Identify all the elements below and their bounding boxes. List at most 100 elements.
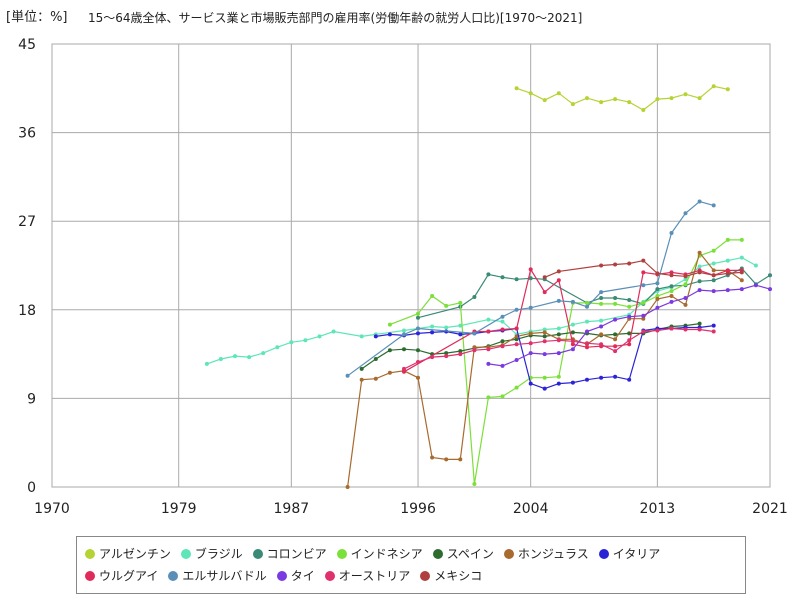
legend-marker: [85, 549, 95, 559]
data-point: [500, 275, 505, 280]
data-point: [359, 334, 364, 339]
legend-item: ウルグアイ: [85, 567, 158, 584]
legend-label: ウルグアイ: [99, 569, 159, 583]
legend-label: スペイン: [446, 547, 494, 561]
data-point: [683, 211, 688, 216]
data-point: [711, 278, 716, 283]
data-point: [345, 373, 350, 378]
data-point: [458, 352, 463, 357]
data-point: [472, 295, 477, 299]
series-1: [514, 84, 730, 112]
legend-item: スペイン: [432, 545, 494, 562]
data-point: [585, 341, 589, 346]
data-point: [655, 287, 660, 292]
data-point: [402, 366, 406, 371]
data-point: [556, 381, 561, 386]
data-point: [472, 331, 477, 336]
data-point: [373, 357, 378, 361]
data-point: [683, 302, 688, 307]
legend-marker: [598, 549, 609, 559]
data-point: [570, 339, 575, 344]
data-point: [556, 91, 561, 96]
data-point: [500, 327, 505, 332]
data-point: [528, 331, 533, 336]
y-tick-label: 45: [18, 37, 36, 53]
data-point: [556, 374, 561, 379]
data-point: [641, 313, 646, 318]
data-point: [204, 361, 209, 366]
x-tick-label: 2013: [640, 501, 676, 517]
data-point: [542, 275, 547, 280]
data-point: [711, 273, 716, 278]
data-point: [472, 345, 477, 350]
data-point: [613, 344, 618, 349]
data-point: [683, 92, 688, 97]
data-point: [613, 374, 618, 379]
data-point: [627, 342, 632, 347]
data-point: [331, 329, 336, 334]
data-point: [613, 349, 618, 354]
data-point: [416, 348, 420, 353]
data-point: [556, 298, 561, 303]
legend-marker: [85, 571, 95, 581]
data-point: [402, 328, 406, 333]
data-point: [486, 272, 491, 277]
data-point: [613, 301, 618, 306]
data-point: [444, 351, 449, 356]
legend-marker: [252, 549, 263, 559]
data-point: [387, 332, 392, 337]
data-point: [641, 258, 646, 263]
data-point: [641, 316, 646, 321]
data-point: [416, 326, 420, 331]
data-point: [317, 334, 322, 339]
data-point: [655, 305, 660, 310]
data-point: [486, 317, 491, 322]
data-point: [697, 199, 702, 204]
unit-label: [単位：%]: [6, 10, 68, 25]
legend-item: アルゼンチン: [85, 545, 171, 562]
data-point: [655, 97, 660, 102]
data-point: [570, 330, 575, 335]
data-point: [402, 347, 406, 352]
x-tick-label: 2021: [752, 501, 788, 517]
data-point: [669, 273, 674, 278]
data-point: [387, 348, 392, 353]
legend-row: ウルグアイ エルサルバドル タイ オーストリア メキシコ: [85, 567, 492, 584]
data-point: [613, 97, 618, 102]
legend-item: オーストリア: [324, 567, 410, 584]
legend-marker: [336, 549, 347, 559]
x-tick-label: 2004: [513, 501, 549, 517]
data-point: [556, 326, 561, 331]
legend-item: ホンジュラス: [503, 545, 589, 562]
data-point: [542, 330, 547, 335]
legend-item: エルサルバドル: [168, 567, 267, 584]
data-point: [458, 332, 463, 337]
data-point: [514, 334, 519, 339]
data-point: [711, 261, 716, 266]
data-point: [739, 270, 744, 275]
legend-marker: [168, 571, 179, 581]
data-point: [556, 269, 561, 274]
data-point: [599, 263, 604, 268]
data-point: [613, 317, 618, 322]
data-point: [739, 255, 744, 260]
data-point: [570, 342, 575, 347]
data-point: [570, 299, 575, 304]
data-point: [599, 332, 604, 337]
data-point: [359, 366, 364, 371]
data-point: [303, 338, 308, 343]
data-point: [430, 330, 435, 335]
data-point: [528, 341, 533, 346]
data-point: [444, 303, 449, 308]
data-point: [542, 327, 547, 332]
data-point: [655, 294, 660, 298]
x-tick-label: 1970: [34, 501, 70, 517]
data-point: [514, 385, 519, 390]
data-point: [472, 482, 477, 486]
data-point: [711, 248, 716, 253]
data-point: [514, 307, 519, 312]
data-point: [641, 270, 646, 275]
data-point: [528, 305, 533, 310]
y-tick-label: 18: [18, 303, 36, 319]
data-point: [585, 96, 589, 101]
